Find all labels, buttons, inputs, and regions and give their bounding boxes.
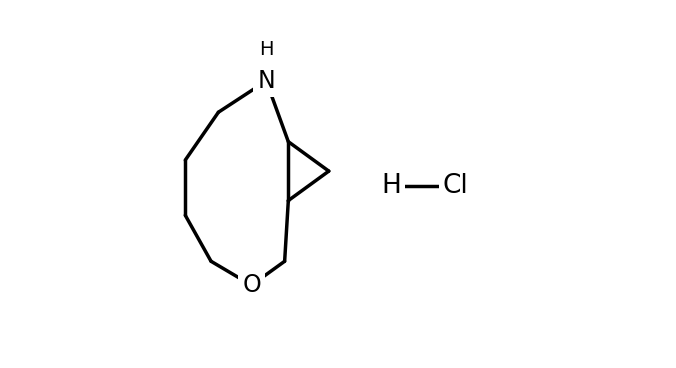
- Text: H: H: [381, 173, 402, 199]
- Text: N: N: [258, 69, 275, 93]
- Text: O: O: [242, 273, 261, 297]
- Text: H: H: [259, 40, 274, 59]
- Text: Cl: Cl: [443, 173, 468, 199]
